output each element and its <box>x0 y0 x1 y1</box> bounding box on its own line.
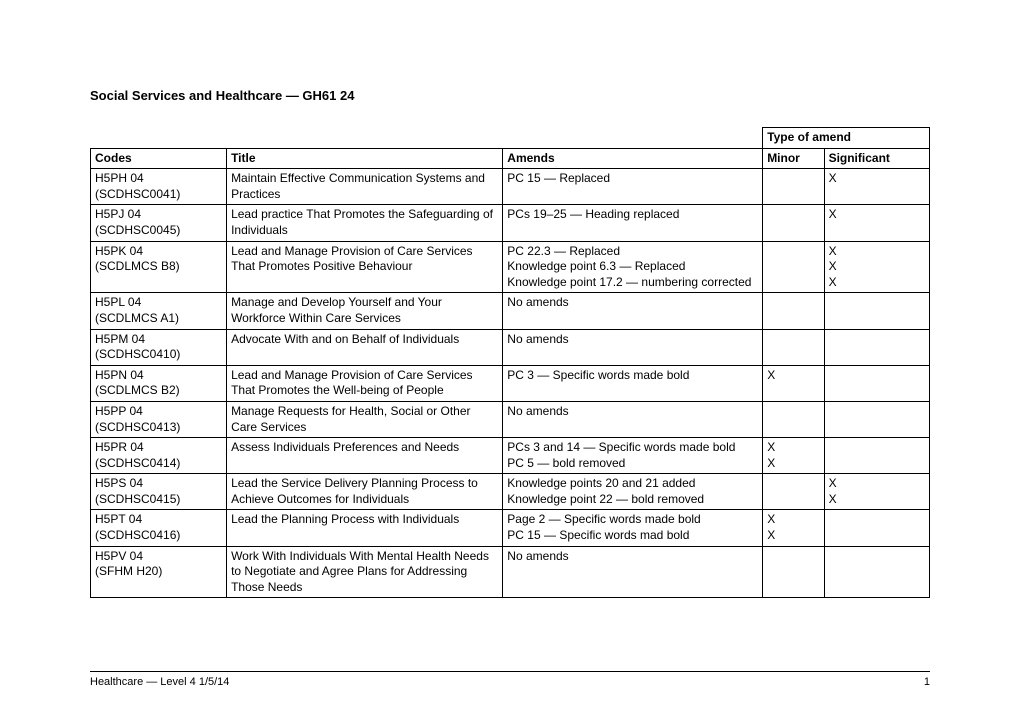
footer-left: Healthcare — Level 4 1/5/14 <box>90 676 229 688</box>
code-cell: H5PK 04 (SCDLMCS B8) <box>91 241 227 293</box>
amends-cell: No amends <box>503 293 763 329</box>
code-cell: H5PS 04 (SCDHSC0415) <box>91 474 227 510</box>
minor-cell <box>763 241 824 293</box>
header-row-2: Codes Title Amends Minor Significant <box>91 148 930 169</box>
amendments-table: Type of amend Codes Title Amends Minor S… <box>90 127 930 598</box>
codes-header: Codes <box>91 148 227 169</box>
minor-cell <box>763 205 824 241</box>
title-cell: Lead and Manage Provision of Care Servic… <box>227 241 503 293</box>
title-cell: Lead the Planning Process with Individua… <box>227 510 503 546</box>
empty-header-cell <box>91 128 763 149</box>
footer-right: 1 <box>924 676 930 688</box>
title-cell: Manage and Develop Yourself and Your Wor… <box>227 293 503 329</box>
minor-header: Minor <box>763 148 824 169</box>
table-row: H5PH 04 (SCDHSC0041)Maintain Effective C… <box>91 169 930 205</box>
amends-cell: Knowledge points 20 and 21 added Knowled… <box>503 474 763 510</box>
significant-cell <box>824 546 929 598</box>
title-cell: Advocate With and on Behalf of Individua… <box>227 329 503 365</box>
significant-cell: X X X <box>824 241 929 293</box>
amends-cell: PCs 3 and 14 — Specific words made bold … <box>503 438 763 474</box>
minor-cell <box>763 293 824 329</box>
amends-cell: PCs 19–25 — Heading replaced <box>503 205 763 241</box>
table-row: H5PM 04 (SCDHSC0410)Advocate With and on… <box>91 329 930 365</box>
code-cell: H5PH 04 (SCDHSC0041) <box>91 169 227 205</box>
significant-cell <box>824 365 929 401</box>
significant-cell: X <box>824 169 929 205</box>
page-footer: Healthcare — Level 4 1/5/14 1 <box>90 671 930 688</box>
table-row: H5PS 04 (SCDHSC0415)Lead the Service Del… <box>91 474 930 510</box>
amends-cell: PC 22.3 — Replaced Knowledge point 6.3 —… <box>503 241 763 293</box>
amends-cell: No amends <box>503 329 763 365</box>
title-cell: Assess Individuals Preferences and Needs <box>227 438 503 474</box>
minor-cell: X X <box>763 438 824 474</box>
amends-cell: PC 3 — Specific words made bold <box>503 365 763 401</box>
code-cell: H5PP 04 (SCDHSC0413) <box>91 401 227 437</box>
code-cell: H5PM 04 (SCDHSC0410) <box>91 329 227 365</box>
type-of-amend-header: Type of amend <box>763 128 930 149</box>
minor-cell <box>763 169 824 205</box>
significant-cell <box>824 510 929 546</box>
minor-cell <box>763 401 824 437</box>
table-row: H5PP 04 (SCDHSC0413)Manage Requests for … <box>91 401 930 437</box>
title-cell: Work With Individuals With Mental Health… <box>227 546 503 598</box>
significant-cell: X <box>824 205 929 241</box>
amends-cell: No amends <box>503 546 763 598</box>
table-row: H5PL 04 (SCDLMCS A1)Manage and Develop Y… <box>91 293 930 329</box>
code-cell: H5PR 04 (SCDHSC0414) <box>91 438 227 474</box>
title-cell: Lead the Service Delivery Planning Proce… <box>227 474 503 510</box>
table-row: H5PR 04 (SCDHSC0414)Assess Individuals P… <box>91 438 930 474</box>
minor-cell <box>763 329 824 365</box>
table-row: H5PN 04 (SCDLMCS B2)Lead and Manage Prov… <box>91 365 930 401</box>
amends-cell: PC 15 — Replaced <box>503 169 763 205</box>
significant-cell: X X <box>824 474 929 510</box>
significant-cell <box>824 293 929 329</box>
significant-cell <box>824 329 929 365</box>
significant-cell <box>824 438 929 474</box>
title-cell: Manage Requests for Health, Social or Ot… <box>227 401 503 437</box>
code-cell: H5PV 04 (SFHM H20) <box>91 546 227 598</box>
table-row: H5PJ 04 (SCDHSC0045)Lead practice That P… <box>91 205 930 241</box>
minor-cell: X X <box>763 510 824 546</box>
header-row-1: Type of amend <box>91 128 930 149</box>
table-row: H5PK 04 (SCDLMCS B8)Lead and Manage Prov… <box>91 241 930 293</box>
title-header: Title <box>227 148 503 169</box>
minor-cell <box>763 546 824 598</box>
amends-cell: Page 2 — Specific words made bold PC 15 … <box>503 510 763 546</box>
table-row: H5PT 04 (SCDHSC0416)Lead the Planning Pr… <box>91 510 930 546</box>
code-cell: H5PJ 04 (SCDHSC0045) <box>91 205 227 241</box>
amends-header: Amends <box>503 148 763 169</box>
page-title: Social Services and Healthcare — GH61 24 <box>90 88 930 103</box>
code-cell: H5PL 04 (SCDLMCS A1) <box>91 293 227 329</box>
significant-header: Significant <box>824 148 929 169</box>
significant-cell <box>824 401 929 437</box>
amends-cell: No amends <box>503 401 763 437</box>
table-row: H5PV 04 (SFHM H20)Work With Individuals … <box>91 546 930 598</box>
title-cell: Lead and Manage Provision of Care Servic… <box>227 365 503 401</box>
minor-cell <box>763 474 824 510</box>
title-cell: Lead practice That Promotes the Safeguar… <box>227 205 503 241</box>
title-cell: Maintain Effective Communication Systems… <box>227 169 503 205</box>
minor-cell: X <box>763 365 824 401</box>
code-cell: H5PN 04 (SCDLMCS B2) <box>91 365 227 401</box>
code-cell: H5PT 04 (SCDHSC0416) <box>91 510 227 546</box>
document-page: Social Services and Healthcare — GH61 24… <box>0 0 1020 720</box>
